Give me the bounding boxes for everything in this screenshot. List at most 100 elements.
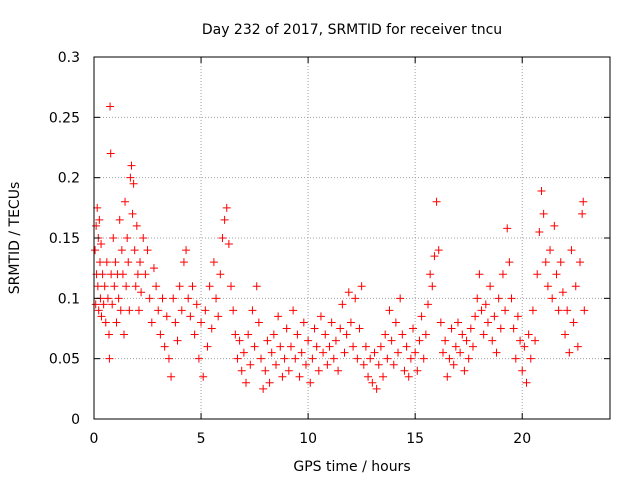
data-point [531, 336, 540, 345]
data-point [526, 354, 535, 363]
data-point [179, 258, 188, 267]
data-point [462, 336, 471, 345]
data-point [139, 234, 148, 242]
data-point [194, 354, 203, 363]
data-point [543, 282, 552, 291]
data-point [441, 336, 450, 345]
data-point [400, 366, 409, 375]
data-point [134, 306, 143, 315]
data-point [117, 246, 126, 255]
data-point [503, 224, 512, 233]
data-point [250, 342, 259, 351]
data-point [109, 234, 118, 242]
data-point [190, 330, 199, 339]
data-point [114, 294, 123, 303]
data-point [154, 306, 163, 315]
data-point [558, 288, 567, 297]
data-point [443, 372, 452, 381]
data-point [110, 282, 119, 291]
data-point [269, 330, 278, 339]
data-point [471, 312, 480, 321]
data-point [129, 179, 138, 188]
data-point [381, 330, 390, 339]
data-point [310, 324, 319, 333]
data-point [327, 318, 336, 327]
data-point [306, 378, 315, 387]
data-point [364, 372, 373, 381]
data-point [563, 306, 572, 315]
data-point [132, 221, 141, 230]
x-tick-label: 20 [513, 431, 531, 447]
data-point [125, 306, 134, 315]
data-point [169, 294, 178, 303]
data-point [297, 348, 306, 357]
data-point [239, 348, 248, 357]
data-point [520, 342, 529, 351]
data-point [91, 300, 100, 309]
data-points [91, 102, 589, 393]
data-point [222, 203, 231, 212]
data-point [550, 221, 559, 230]
data-point [280, 354, 289, 363]
data-point [295, 372, 304, 381]
data-point [464, 354, 473, 363]
data-point [488, 336, 497, 345]
data-point [460, 366, 469, 375]
data-point [93, 282, 102, 291]
data-point [475, 270, 484, 279]
data-point [374, 360, 383, 369]
data-point [156, 330, 165, 339]
data-point [162, 312, 171, 321]
data-point [466, 324, 475, 333]
data-point [481, 300, 490, 309]
data-point [95, 258, 104, 267]
data-point [477, 306, 486, 315]
data-point [494, 294, 503, 303]
data-point [182, 246, 191, 255]
data-point [539, 209, 548, 218]
data-point [259, 384, 268, 393]
data-point [434, 246, 443, 255]
data-point [126, 173, 135, 182]
data-point [507, 294, 516, 303]
data-point [246, 360, 255, 369]
data-point [231, 330, 240, 339]
data-point [573, 342, 582, 351]
data-point [331, 336, 340, 345]
data-point [496, 324, 505, 333]
data-point [376, 342, 385, 351]
data-point [141, 270, 150, 279]
data-point [227, 282, 236, 291]
data-point [417, 312, 426, 321]
data-point [372, 384, 381, 393]
data-point [207, 324, 216, 333]
data-point [518, 366, 527, 375]
data-point [353, 354, 362, 363]
data-point [112, 318, 121, 327]
data-point [106, 102, 115, 111]
data-point [293, 330, 302, 339]
data-point [92, 221, 101, 230]
data-point [158, 294, 167, 303]
data-point [304, 336, 313, 345]
data-point [533, 270, 542, 279]
data-point [252, 282, 261, 291]
data-point [552, 270, 561, 279]
data-point [224, 240, 233, 249]
data-point [413, 366, 422, 375]
data-point [513, 312, 522, 321]
data-point [449, 360, 458, 369]
data-point [265, 378, 274, 387]
data-point [357, 282, 366, 291]
data-point [402, 342, 411, 351]
data-point [415, 336, 424, 345]
data-point [99, 300, 108, 309]
data-point [128, 209, 137, 218]
data-point [580, 306, 589, 315]
data-point [447, 324, 456, 333]
data-point [436, 318, 445, 327]
data-point [419, 354, 428, 363]
data-point [456, 348, 465, 357]
data-point [490, 312, 499, 321]
data-point [122, 282, 131, 291]
